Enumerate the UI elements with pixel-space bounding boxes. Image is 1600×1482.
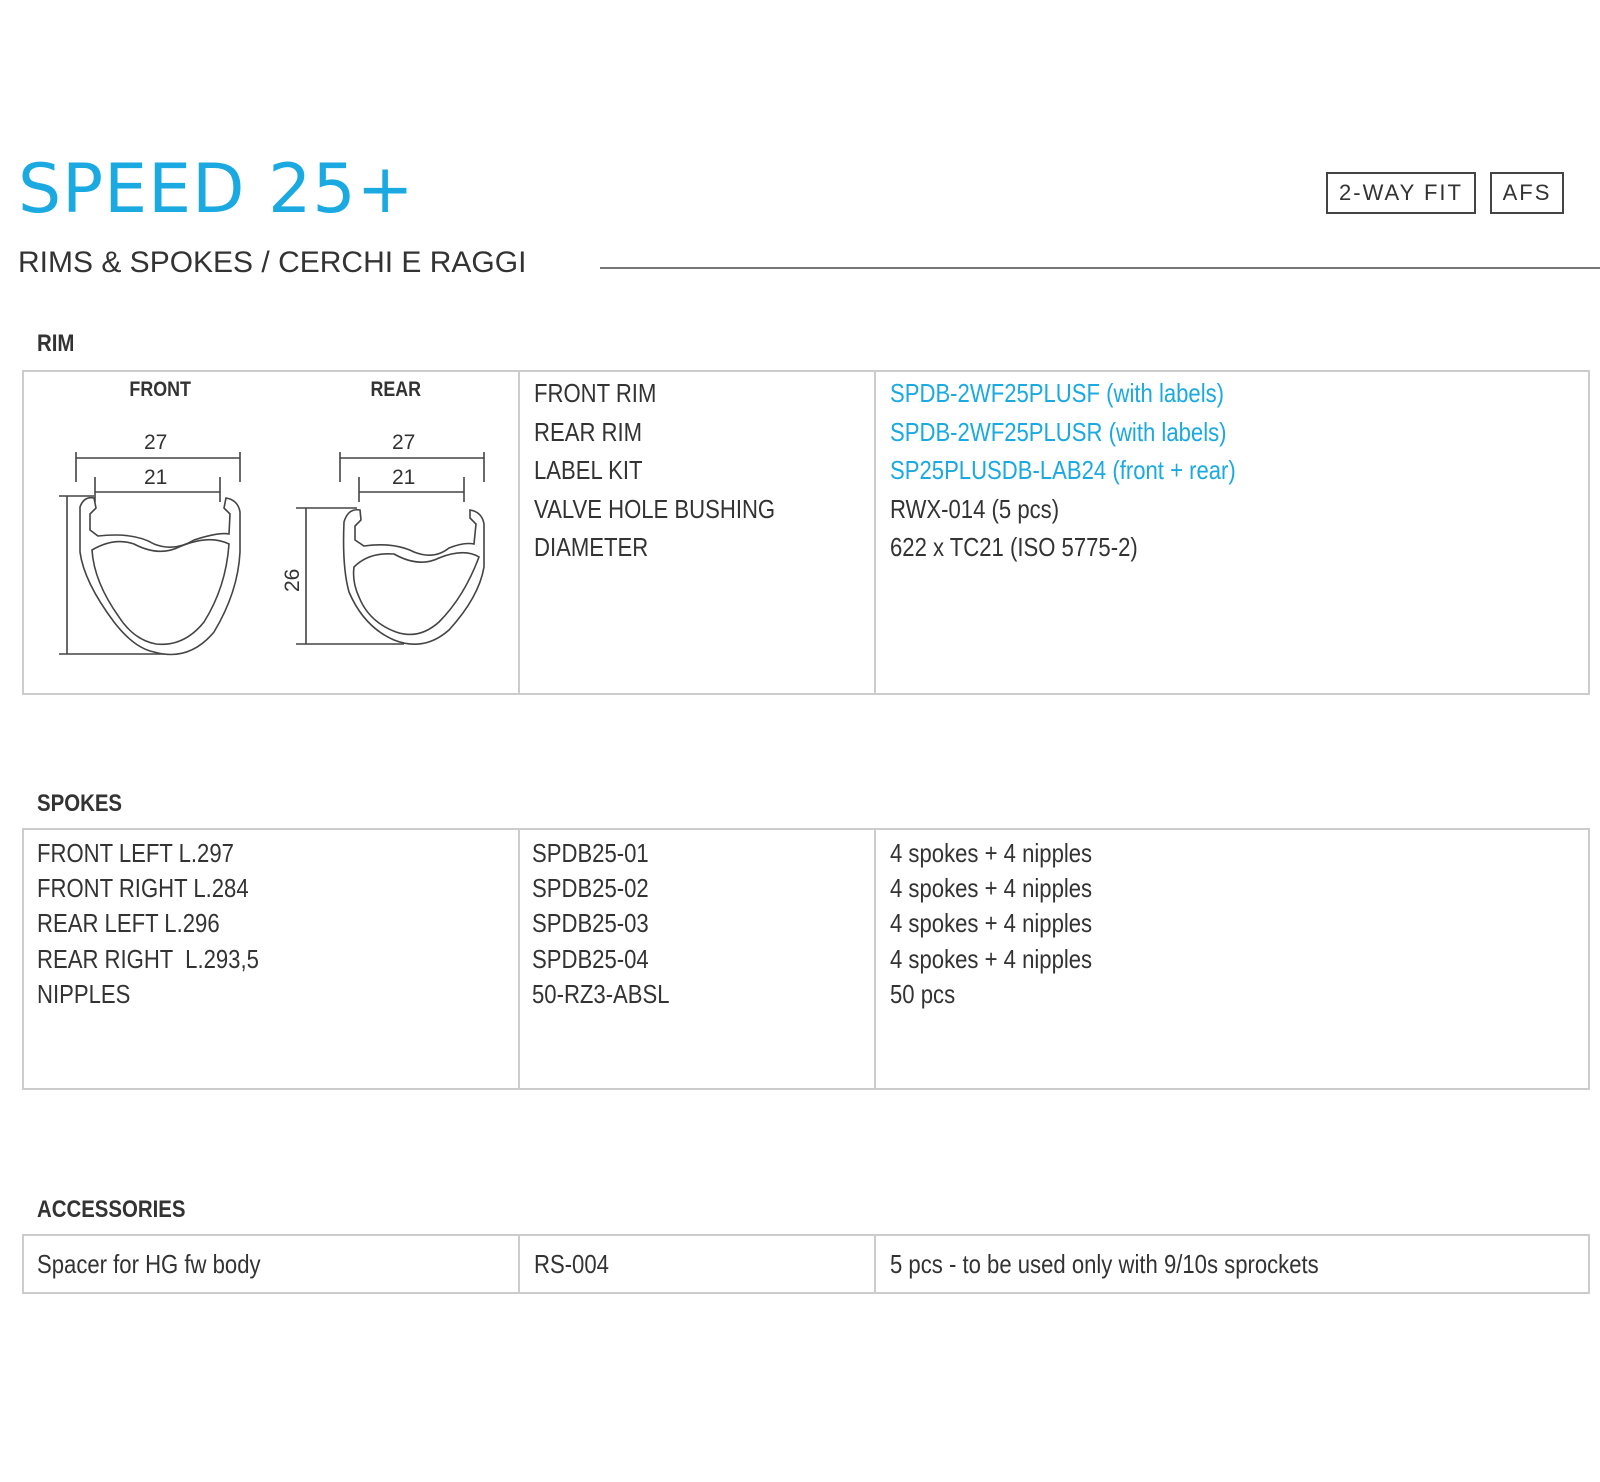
- accessory-qty: 5 pcs - to be used only with 9/10s sproc…: [890, 1249, 1319, 1279]
- rear-rim-code-link[interactable]: SPDB-2WF25PLUSR (with labels): [890, 416, 1227, 447]
- spoke-name: REAR LEFT L.296: [37, 908, 220, 939]
- column-divider: [874, 372, 876, 693]
- valve-bushing-value: RWX-014 (5 pcs): [890, 493, 1060, 524]
- spoke-code: SPDB25-02: [532, 873, 649, 904]
- rear-label: REAR: [370, 378, 422, 401]
- rim-profile-diagram: 27 21 27 21 26: [59, 431, 485, 656]
- divider: [600, 267, 1600, 269]
- spoke-qty: 4 spokes + 4 nipples: [890, 873, 1093, 904]
- rim-values: SPDB-2WF25PLUSF (with labels) SPDB-2WF25…: [890, 374, 1236, 567]
- column-divider: [874, 1236, 876, 1292]
- rim-label: FRONT RIM: [534, 378, 657, 408]
- badge-2way-fit: 2-WAY FIT: [1326, 172, 1476, 214]
- column-divider: [874, 830, 876, 1088]
- spokes-table: FRONT LEFT L.297 FRONT RIGHT L.284 REAR …: [22, 828, 1590, 1090]
- spoke-codes-column: SPDB25-01 SPDB25-02 SPDB25-03 SPDB25-04 …: [532, 836, 670, 1012]
- outer-width-front: 27: [144, 431, 167, 454]
- spoke-code: SPDB25-01: [532, 838, 649, 868]
- spoke-qty: 4 spokes + 4 nipples: [890, 943, 1093, 974]
- spoke-name: NIPPLES: [37, 978, 131, 1009]
- section-heading-rim: RIM: [37, 330, 75, 357]
- spoke-name: REAR RIGHT L.293,5: [37, 943, 259, 974]
- label-kit-code-link[interactable]: SP25PLUSDB-LAB24 (front + rear): [890, 455, 1236, 485]
- rim-table: FRONT REAR 27 21 27 21 26 FRONT RIM REAR…: [22, 370, 1590, 695]
- spoke-code: SPDB25-03: [532, 908, 649, 939]
- spoke-qty: 4 spokes + 4 nipples: [890, 838, 1093, 868]
- column-divider: [518, 830, 520, 1088]
- spoke-name: FRONT RIGHT L.284: [37, 873, 249, 904]
- front-rim-code-link[interactable]: SPDB-2WF25PLUSF (with labels): [890, 378, 1225, 408]
- rim-label: DIAMETER: [534, 532, 649, 562]
- spoke-names-column: FRONT LEFT L.297 FRONT RIGHT L.284 REAR …: [37, 836, 259, 1012]
- rim-label: REAR RIM: [534, 416, 643, 447]
- page-subtitle: RIMS & SPOKES / CERCHI E RAGGI: [18, 246, 527, 279]
- badge-afs: AFS: [1490, 172, 1564, 214]
- spoke-qty: 4 spokes + 4 nipples: [890, 908, 1093, 939]
- section-heading-accessories: ACCESSORIES: [37, 1196, 186, 1223]
- height-rear: 26: [281, 569, 304, 592]
- rim-label: VALVE HOLE BUSHING: [534, 493, 776, 524]
- spoke-qty-column: 4 spokes + 4 nipples 4 spokes + 4 nipple…: [890, 836, 1092, 1012]
- accessory-name: Spacer for HG fw body: [37, 1249, 261, 1279]
- spoke-code: 50-RZ3-ABSL: [532, 978, 670, 1009]
- diameter-value: 622 x TC21 (ISO 5775-2): [890, 532, 1138, 562]
- outer-width-rear: 27: [392, 431, 415, 454]
- accessory-code: RS-004: [534, 1249, 609, 1279]
- rim-label: LABEL KIT: [534, 455, 643, 485]
- inner-width-rear: 21: [392, 466, 415, 489]
- inner-width-front: 21: [144, 466, 167, 489]
- accessories-table: Spacer for HG fw body RS-004 5 pcs - to …: [22, 1234, 1590, 1294]
- page-title: SPEED 25+: [18, 150, 415, 229]
- rim-labels: FRONT RIM REAR RIM LABEL KIT VALVE HOLE …: [534, 374, 775, 567]
- spoke-name: FRONT LEFT L.297: [37, 838, 234, 868]
- front-label: FRONT: [129, 378, 191, 401]
- section-heading-spokes: SPOKES: [37, 790, 123, 817]
- spoke-qty: 50 pcs: [890, 978, 956, 1009]
- column-divider: [518, 372, 520, 693]
- column-divider: [518, 1236, 520, 1292]
- spoke-code: SPDB25-04: [532, 943, 649, 974]
